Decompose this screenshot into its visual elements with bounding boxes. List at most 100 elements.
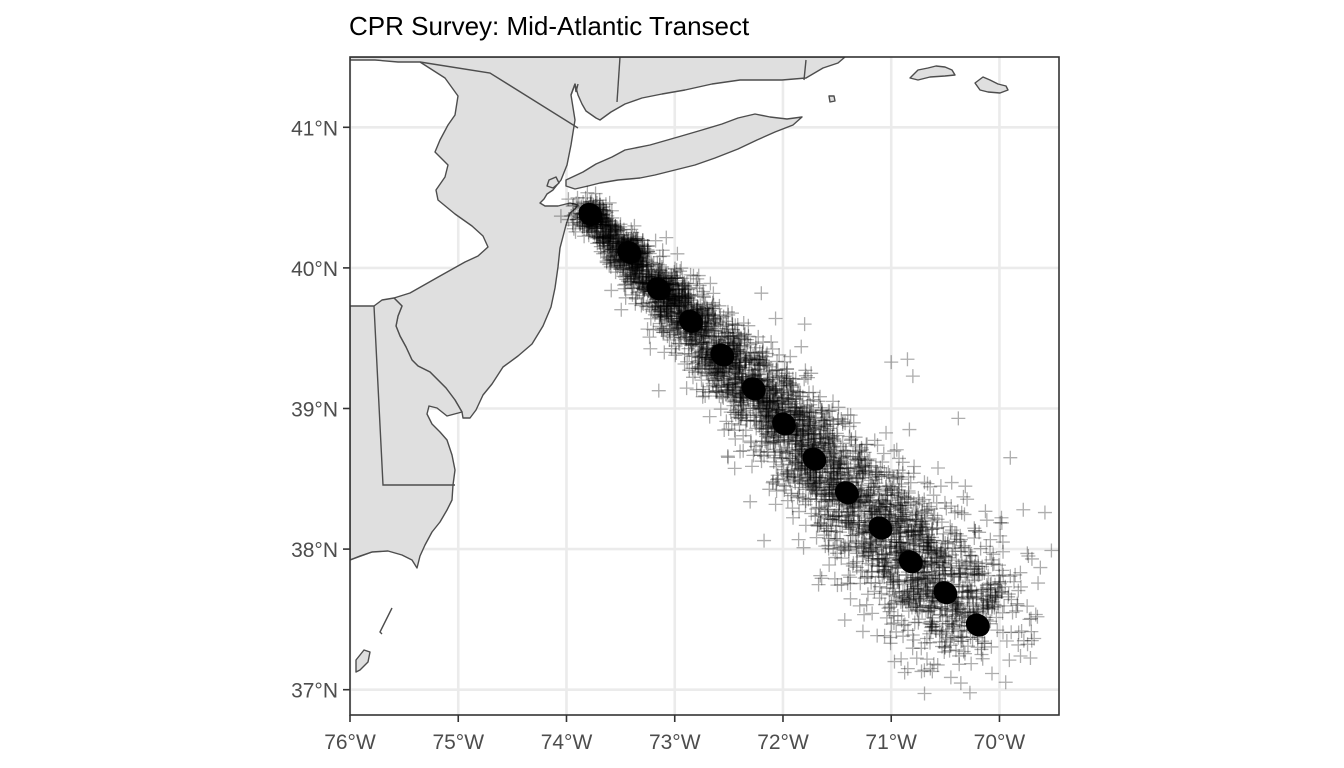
observation-point	[988, 587, 1003, 602]
observation-point	[934, 624, 949, 639]
observation-point	[598, 219, 613, 234]
observation-point	[732, 360, 747, 375]
observation-point	[856, 525, 871, 540]
observation-point	[730, 318, 745, 333]
observation-point	[863, 535, 878, 550]
observation-point	[736, 348, 751, 363]
observation-point	[734, 395, 749, 410]
observation-point	[695, 301, 710, 316]
observation-point	[743, 494, 758, 509]
observation-point	[607, 231, 622, 246]
observation-point	[675, 271, 690, 286]
observation-point	[747, 345, 762, 360]
observation-point	[620, 267, 635, 282]
observation-point	[871, 486, 886, 501]
observation-point	[951, 577, 966, 592]
observation-point	[912, 527, 927, 542]
observation-point	[725, 316, 740, 331]
observation-point	[808, 509, 823, 524]
observation-point	[809, 486, 824, 501]
observation-point	[841, 543, 856, 558]
observation-point	[872, 492, 887, 507]
observation-point	[898, 505, 913, 520]
observation-point	[806, 392, 821, 407]
observation-point	[780, 466, 795, 481]
observation-point	[696, 384, 711, 399]
observation-point	[604, 252, 619, 267]
observation-point	[708, 362, 723, 377]
observation-point	[607, 220, 622, 235]
observation-point	[801, 416, 816, 431]
y-tick-label: 37°N	[291, 680, 338, 703]
observation-point	[721, 422, 736, 437]
observation-point	[879, 481, 894, 496]
observation-point	[891, 513, 906, 528]
observation-point	[908, 600, 923, 615]
observation-point	[691, 361, 706, 376]
x-axis: 76°W 75°W 74°W 73°W 72°W 71°W 70°W	[324, 715, 1025, 754]
observation-point	[912, 594, 927, 609]
observation-point	[889, 539, 904, 554]
observation-point	[699, 341, 714, 356]
observation-point	[872, 591, 887, 606]
observation-point	[886, 596, 901, 611]
observation-point	[642, 246, 657, 261]
observation-point	[675, 281, 690, 296]
observation-point	[781, 394, 796, 409]
observation-point	[853, 452, 868, 467]
observation-point	[945, 621, 960, 636]
observation-point	[652, 249, 667, 264]
coastline-land	[350, 57, 1009, 673]
observation-point	[910, 603, 925, 618]
observation-point	[759, 395, 774, 410]
observation-point	[909, 597, 924, 612]
observation-point	[596, 232, 611, 247]
observation-point	[592, 231, 607, 246]
observation-point	[779, 374, 794, 389]
observation-point	[893, 501, 908, 516]
observation-point	[738, 423, 753, 438]
observation-point	[788, 431, 803, 446]
observation-point	[991, 580, 1006, 595]
observation-point	[912, 593, 927, 608]
observation-point	[907, 518, 922, 533]
observation-point	[751, 400, 766, 415]
observation-point	[797, 435, 812, 450]
observation-point	[876, 446, 891, 461]
observation-point	[852, 519, 867, 534]
observation-point	[728, 370, 743, 385]
observation-point	[802, 409, 817, 424]
observation-point	[790, 384, 805, 399]
observation-point	[827, 431, 842, 446]
observation-point	[937, 548, 952, 563]
observation-point	[825, 403, 840, 418]
observation-point	[672, 336, 687, 351]
observation-point	[727, 423, 742, 438]
observation-point	[975, 559, 990, 574]
observation-point	[882, 507, 897, 522]
observation-point	[897, 577, 912, 592]
observation-point	[856, 548, 871, 563]
observation-point	[857, 571, 872, 586]
observation-point	[615, 261, 630, 276]
observation-point	[682, 347, 697, 362]
observation-point	[654, 310, 669, 325]
observation-point	[739, 350, 754, 365]
observation-point	[653, 309, 668, 324]
observation-point	[689, 332, 704, 347]
observation-point	[763, 381, 778, 396]
observation-point	[652, 263, 667, 278]
observation-point	[875, 559, 890, 574]
observation-point	[672, 285, 687, 300]
observation-point	[609, 224, 624, 239]
observation-point	[915, 517, 930, 532]
observation-point	[795, 476, 810, 491]
observation-point	[835, 450, 850, 465]
observation-point	[600, 208, 615, 223]
observation-point	[758, 355, 773, 370]
observation-point	[911, 589, 926, 604]
state-boundary-ct-ri	[803, 59, 807, 81]
y-axis: 37°N 38°N 39°N 40°N 41°N	[291, 117, 350, 703]
observation-point	[910, 505, 925, 520]
observation-point	[745, 401, 760, 416]
